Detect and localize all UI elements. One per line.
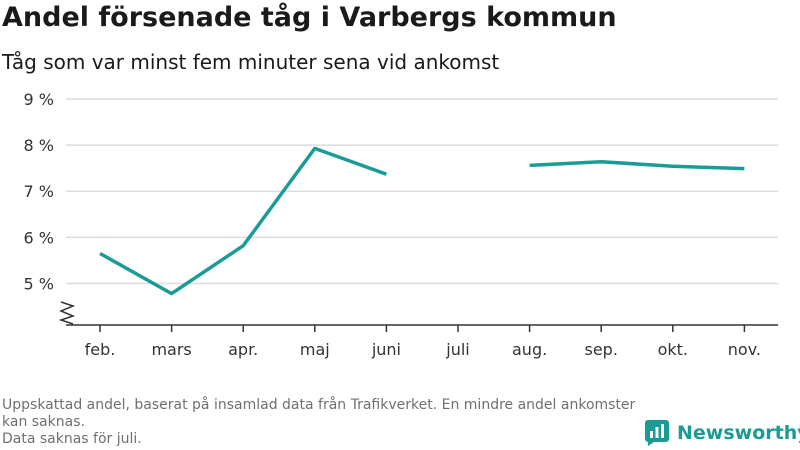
series-line-segment: [100, 148, 386, 293]
y-axis-break-icon: [61, 302, 73, 324]
x-tick-label: mars: [151, 340, 191, 359]
x-tick-label: apr.: [228, 340, 258, 359]
line-chart: 5 % 6 % 7 % 8 % 9 % feb. mars apr. maj juni juli au…: [0, 0, 800, 450]
y-tick-label: 9 %: [24, 90, 54, 109]
chart-axes: 5 % 6 % 7 % 8 % 9 % feb. mars apr. maj juni juli au…: [24, 90, 778, 359]
y-tick-label: 6 %: [24, 228, 54, 247]
x-tick-label: nov.: [728, 340, 761, 359]
footnote: Uppskattad andel, baserat på insamlad da…: [2, 397, 642, 448]
series-lines: [100, 148, 744, 293]
footnote-source: Uppskattad andel, baserat på insamlad da…: [2, 397, 642, 431]
x-tick-label: feb.: [85, 340, 116, 359]
footnote-missing-data: Data saknas för juli.: [2, 431, 642, 448]
y-tick-label: 7 %: [24, 182, 54, 201]
x-tick-label: aug.: [512, 340, 547, 359]
x-tick-label: maj: [300, 340, 330, 359]
grid-lines: [66, 99, 778, 283]
y-tick-label: 5 %: [24, 274, 54, 293]
y-tick-label: 8 %: [24, 136, 54, 155]
brand-name: Newsworthy: [677, 422, 800, 444]
newsworthy-logo-icon: [645, 420, 669, 446]
x-tick-label: juni: [371, 340, 401, 359]
brand: Newsworthy: [645, 420, 800, 446]
x-tick-label: sep.: [584, 340, 617, 359]
x-tick-label: juli: [445, 340, 469, 359]
series-line-segment: [530, 162, 745, 169]
x-tick-label: okt.: [658, 340, 688, 359]
